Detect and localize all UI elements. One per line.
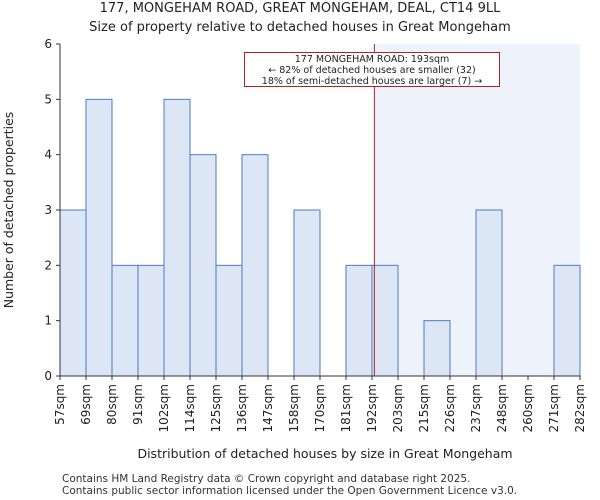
histogram-bar — [111, 264, 139, 377]
histogram-bar — [85, 98, 113, 377]
histogram-bar — [475, 209, 503, 377]
histogram-bar — [137, 264, 165, 377]
y-tick-label: 0 — [44, 369, 52, 383]
y-tick-label: 5 — [44, 92, 52, 106]
x-tick-label: 91sqm — [131, 384, 145, 425]
x-tick-label: 114sqm — [183, 384, 197, 432]
y-tick-label: 2 — [44, 258, 52, 272]
y-tick-label: 6 — [44, 37, 52, 51]
x-tick-label: 271sqm — [547, 384, 561, 432]
x-tick-label: 203sqm — [391, 384, 405, 432]
x-tick-label: 69sqm — [79, 384, 93, 425]
y-axis-label: Number of detached properties — [1, 112, 16, 309]
x-tick-label: 226sqm — [443, 384, 457, 432]
x-tick-label: 136sqm — [235, 384, 249, 432]
y-tick-label: 3 — [44, 203, 52, 217]
x-tick-label: 215sqm — [417, 384, 431, 432]
footer-copyright: Contains HM Land Registry data © Crown c… — [62, 473, 471, 485]
x-tick-label: 237sqm — [469, 384, 483, 432]
x-tick-label: 248sqm — [495, 384, 509, 432]
histogram-bar — [371, 264, 399, 377]
chart-title: 177, MONGEHAM ROAD, GREAT MONGEHAM, DEAL… — [99, 1, 501, 16]
histogram-bar — [189, 154, 217, 377]
x-tick-label: 282sqm — [573, 384, 587, 432]
histogram-bar — [241, 154, 269, 377]
x-tick-label: 170sqm — [313, 384, 327, 432]
x-tick-label: 192sqm — [365, 384, 379, 432]
histogram-bar — [345, 264, 373, 377]
y-tick-label: 4 — [44, 148, 52, 162]
chart-subtitle: Size of property relative to detached ho… — [89, 20, 511, 35]
property-annotation-box: 177 MONGEHAM ROAD: 193sqm ← 82% of detac… — [244, 52, 500, 87]
x-tick-label: 181sqm — [339, 384, 353, 432]
footer-licence: Contains public sector information licen… — [62, 485, 518, 497]
histogram-bar — [59, 209, 87, 377]
annotation-line-2: ← 82% of detached houses are smaller (32… — [268, 65, 476, 76]
x-tick-label: 260sqm — [521, 384, 535, 432]
x-tick-label: 125sqm — [209, 384, 223, 432]
x-tick-label: 147sqm — [261, 384, 275, 432]
annotation-line-1: 177 MONGEHAM ROAD: 193sqm — [294, 54, 450, 65]
histogram-bar — [553, 264, 581, 377]
x-tick-label: 80sqm — [105, 384, 119, 425]
histogram-bar — [423, 320, 451, 377]
histogram-bar — [163, 98, 191, 377]
x-tick-label: 158sqm — [287, 384, 301, 432]
annotation-line-3: 18% of semi-detached houses are larger (… — [261, 76, 483, 87]
x-axis-label: Distribution of detached houses by size … — [137, 446, 512, 461]
histogram-bar — [293, 209, 321, 377]
y-tick-label: 1 — [44, 314, 52, 328]
x-tick-label: 57sqm — [53, 384, 67, 425]
histogram-bar — [215, 264, 243, 377]
x-tick-label: 102sqm — [157, 384, 171, 432]
